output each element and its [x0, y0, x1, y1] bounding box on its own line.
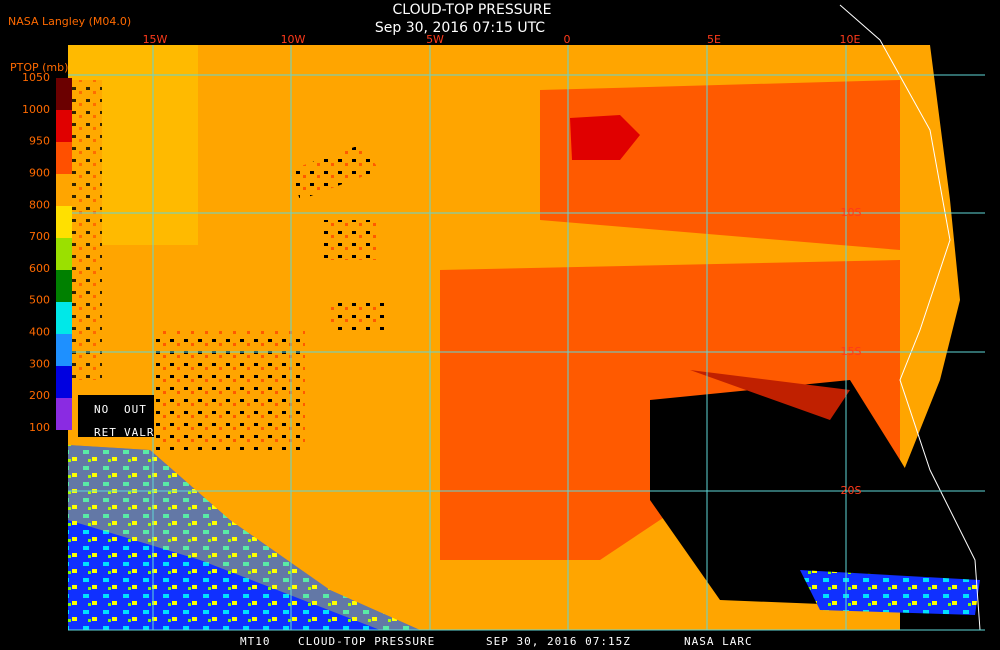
source-label: NASA Langley (M04.0): [8, 15, 131, 28]
special-label: VALR: [124, 426, 155, 439]
swatch: [56, 110, 72, 142]
colorbar-label: 200: [29, 389, 50, 402]
imagery: [68, 4, 985, 631]
colorbar-label: 600: [29, 262, 50, 275]
swatch: [56, 206, 72, 238]
latitude-label: 20S: [841, 484, 862, 497]
colorbar-label: 400: [29, 326, 50, 339]
swatch: [56, 142, 72, 174]
special-label: RET: [94, 426, 117, 439]
colorbar-label: 700: [29, 230, 50, 243]
swatch: [56, 366, 72, 398]
footer-agency: NASA LARC: [684, 635, 753, 648]
longitude-label: 0: [564, 33, 571, 46]
longitude-label: 5E: [707, 33, 721, 46]
longitude-label: 10E: [840, 33, 861, 46]
longitude-label: 5W: [426, 33, 444, 46]
colorbar-title: PTOP (mb): [10, 61, 68, 74]
swatch: [56, 302, 72, 334]
colorbar-label: 100: [29, 421, 50, 434]
colorbar-label: 800: [29, 198, 50, 211]
longitude-label: 15W: [143, 33, 168, 46]
colorbar-label: 900: [29, 166, 50, 179]
colorbar-label: 1000: [22, 103, 50, 116]
swatch: [56, 174, 72, 206]
colorbar-label: 300: [29, 357, 50, 370]
footer-time: SEP 30, 2016 07:15Z: [486, 635, 631, 648]
colorbar-label: 950: [29, 135, 50, 148]
subtitle: Sep 30, 2016 07:15 UTC: [375, 20, 545, 36]
special-label: NO: [94, 403, 109, 416]
swatch: [56, 398, 72, 430]
swatch: [56, 238, 72, 270]
swatch: [56, 78, 72, 110]
swatch: [56, 334, 72, 366]
footer-id: MT10: [240, 635, 271, 648]
footer-product: CLOUD-TOP PRESSURE: [298, 635, 435, 648]
swatch: [56, 270, 72, 302]
title: CLOUD-TOP PRESSURE: [393, 2, 552, 18]
longitude-label: 10W: [281, 33, 306, 46]
special-label: OUT: [124, 403, 147, 416]
colorbar-label: 500: [29, 294, 50, 307]
graticule: [68, 45, 985, 631]
special-box: [78, 395, 154, 437]
colorbar-label: 1050: [22, 71, 50, 84]
colorbar: [56, 78, 154, 437]
latitude-label: 15S: [841, 345, 862, 358]
latitude-label: 10S: [841, 206, 862, 219]
